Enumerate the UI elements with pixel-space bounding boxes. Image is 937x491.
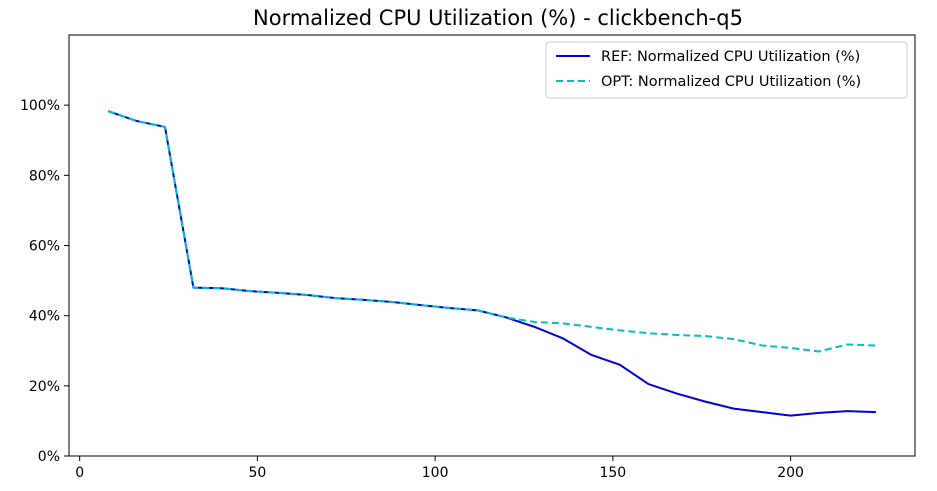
legend: REF: Normalized CPU Utilization (%) OPT:… <box>545 41 908 99</box>
series-group <box>107 110 876 417</box>
legend-label-ref: REF: Normalized CPU Utilization (%) <box>601 49 860 65</box>
legend-box <box>545 41 908 99</box>
y-tick-label: 80% <box>29 168 60 184</box>
y-tick-label: 20% <box>29 379 60 395</box>
y-tick-label: 60% <box>29 239 60 255</box>
legend-label-opt: OPT: Normalized CPU Utilization (%) <box>601 74 861 90</box>
x-tick-label: 50 <box>248 465 266 481</box>
y-tick-label: 0% <box>38 449 60 465</box>
y-tick-label: 40% <box>29 309 60 325</box>
x-tick-label: 0 <box>75 465 84 481</box>
y-tick-label: 100% <box>20 98 60 114</box>
series-line-opt <box>107 110 876 353</box>
series-line-ref <box>107 110 876 417</box>
x-tick-label: 200 <box>777 465 804 481</box>
x-tick-label: 100 <box>422 465 449 481</box>
y-axis: 0% 20% 40% 60% 80% 100% <box>20 98 69 465</box>
x-axis: 0 50 100 150 200 <box>75 456 804 481</box>
chart-title: Normalized CPU Utilization (%) - clickbe… <box>253 6 743 30</box>
x-tick-label: 150 <box>599 465 626 481</box>
